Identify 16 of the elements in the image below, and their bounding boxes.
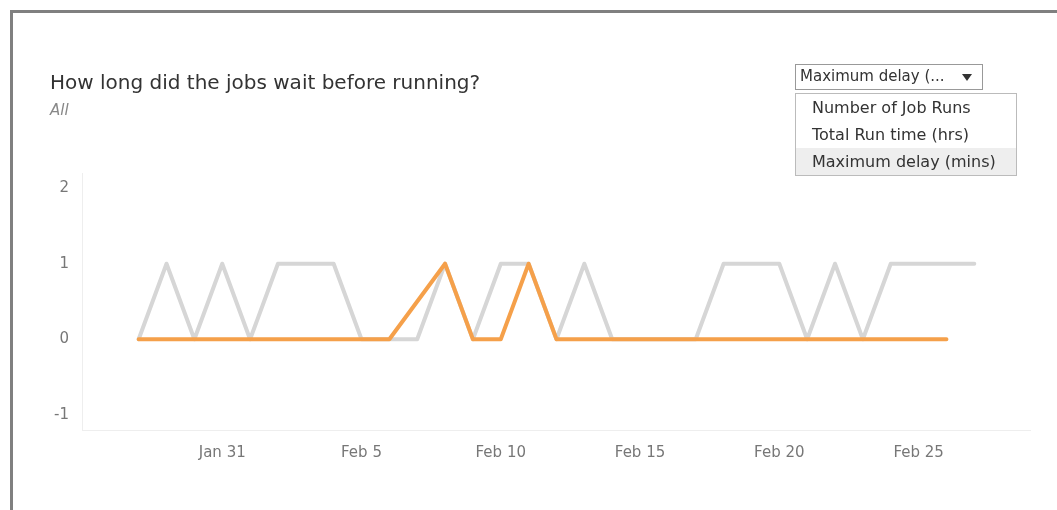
x-tick-label: Feb 10 [475, 442, 526, 461]
text: Total Run time (hrs) [811, 124, 970, 146]
y-tick-label: -1 [53, 404, 69, 423]
y-tick-label: 1 [59, 253, 69, 272]
text: Number of Job Runs [811, 97, 972, 119]
x-tick-label: Feb 25 [893, 442, 944, 461]
y-tick-label: 2 [59, 178, 69, 197]
y-tick-label: 0 [59, 329, 69, 348]
chart-subtitle: All [50, 101, 69, 119]
x-tick-label: Feb 15 [614, 442, 666, 461]
dropdown: Maximum delay (... [795, 64, 983, 90]
x-tick-label: Feb 20 [754, 442, 805, 461]
text: Maximum delay (mins) [796, 148, 1016, 175]
x-tick-label: Jan 31 [197, 442, 246, 461]
x-tick-label: Feb 5 [341, 442, 382, 461]
chart-title: How long did the jobs wait before running? [50, 70, 481, 94]
